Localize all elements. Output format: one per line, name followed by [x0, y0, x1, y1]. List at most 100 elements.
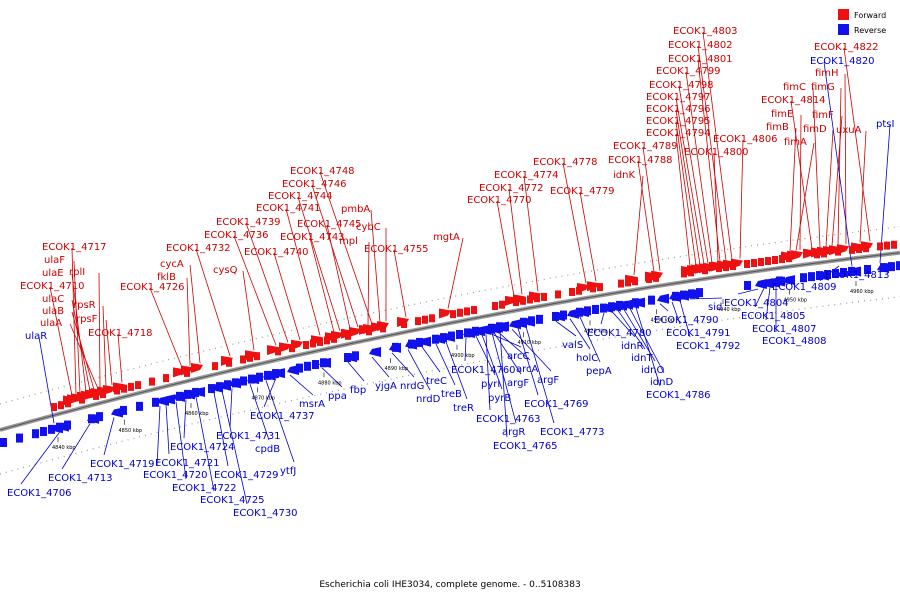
forward-gene-block: [569, 288, 575, 296]
reverse-leader-line: [422, 347, 440, 372]
forward-gene-block: [499, 301, 505, 309]
forward-gene-label: ECOK1_4788: [608, 155, 673, 166]
forward-gene-label: ulaA: [40, 318, 62, 329]
forward-gene-block: [891, 241, 897, 249]
forward-gene-label: ECOK1_4770: [467, 195, 532, 206]
reverse-gene-block: [696, 288, 703, 297]
forward-leader-line: [448, 238, 463, 309]
forward-gene-label: ECOK1_4800: [684, 147, 749, 158]
forward-gene-block: [821, 249, 827, 257]
reverse-gene-label: ECOK1_4737: [250, 411, 315, 422]
reverse-leader-line: [214, 393, 228, 466]
forward-gene-label: ECOK1_4748: [290, 166, 355, 177]
reverse-gene-block: [472, 327, 479, 336]
tick-label: 4890 kbp: [385, 366, 409, 372]
forward-gene-block: [702, 266, 708, 274]
reverse-gene-block: [192, 388, 199, 397]
reverse-gene-label: idnD: [650, 377, 673, 388]
forward-gene-label: fklB: [157, 272, 176, 283]
forward-gene-label: idnK: [613, 170, 635, 181]
reverse-gene-block: [528, 316, 535, 325]
reverse-gene-block: [536, 315, 543, 324]
reverse-gene-block: [520, 318, 527, 327]
forward-gene-block: [471, 306, 477, 314]
forward-leader-line: [826, 130, 833, 247]
tick-label: 4860 kbp: [185, 411, 209, 417]
forward-gene-label: fimH: [815, 68, 839, 79]
reverse-gene-block: [680, 291, 687, 300]
forward-gene-label: ECOK1_4743: [280, 232, 345, 243]
forward-gene-block: [814, 250, 820, 258]
reverse-gene-label: ECOK1_4780: [587, 328, 652, 339]
forward-gene-block: [688, 268, 694, 276]
reverse-gene-block: [440, 333, 447, 342]
forward-leader-lines: [50, 32, 870, 395]
legend-forward-label: Forward: [854, 11, 886, 20]
reverse-gene-block: [208, 384, 215, 393]
forward-leader-line: [844, 48, 870, 241]
forward-gene-label: ECOK1_4795: [646, 116, 711, 127]
forward-gene-block: [100, 390, 106, 398]
forward-gene-block: [121, 385, 127, 393]
reverse-gene-label: ECOK1_4791: [666, 328, 731, 339]
reverse-gene-label: argR: [502, 427, 525, 438]
forward-leader-line: [634, 176, 643, 275]
forward-gene-block: [555, 290, 561, 298]
forward-gene-block: [457, 309, 463, 317]
forward-gene-label: mpl: [339, 236, 358, 247]
tick-label: 4910 kbp: [518, 340, 542, 346]
forward-gene-block: [58, 401, 64, 409]
forward-gene-label: cybC: [356, 222, 381, 233]
reverse-gene-block: [584, 306, 591, 315]
forward-gene-block: [65, 399, 71, 407]
forward-gene-block: [51, 403, 57, 411]
forward-gene-block: [79, 396, 85, 404]
reverse-leader-line: [490, 333, 521, 347]
reverse-gene-block: [56, 423, 63, 432]
forward-gene-block: [464, 307, 470, 315]
forward-gene-block: [751, 259, 757, 267]
reverse-gene-label: ECOK1_4706: [7, 488, 72, 499]
forward-gene-block: [492, 302, 498, 310]
forward-gene-block: [765, 257, 771, 265]
forward-leader-line: [676, 122, 696, 265]
forward-leader-line: [714, 153, 718, 262]
forward-gene-arrow: [191, 363, 203, 373]
forward-gene-label: ECOK1_4740: [244, 247, 309, 258]
forward-gene-label: ECOK1_4797: [646, 92, 711, 103]
reverse-gene-block: [120, 406, 127, 415]
reverse-gene-block: [272, 369, 279, 378]
forward-gene-label: ulaB: [42, 306, 64, 317]
forward-gene-block: [618, 280, 624, 288]
forward-leader-line: [638, 161, 654, 272]
forward-leader-line: [298, 197, 340, 331]
reverse-leader-line: [290, 375, 313, 395]
forward-gene-block: [786, 254, 792, 262]
forward-gene-label: ECOK1_4744: [268, 191, 333, 202]
forward-gene-block: [625, 278, 631, 286]
forward-gene-label: ECOK1_4796: [646, 104, 711, 115]
reverse-gene-block: [64, 421, 71, 430]
forward-labels: ECOK1_4717ulaFrplIulaEECOK1_4710ulaCrpsR…: [20, 26, 879, 339]
tick-label: 4900 kbp: [451, 353, 475, 359]
reverse-gene-label: ECOK1_4786: [646, 390, 711, 401]
forward-gene-block: [401, 320, 407, 328]
forward-gene-block: [576, 287, 582, 295]
reverse-gene-label: ECOK1_4792: [676, 341, 741, 352]
forward-gene-label: rpsF: [76, 314, 98, 325]
forward-gene-label: fimC: [783, 82, 806, 93]
reverse-gene-arrow: [369, 347, 381, 357]
reverse-gene-block: [432, 335, 439, 344]
forward-gene-block: [779, 255, 785, 263]
forward-gene-label: ECOK1_4736: [204, 230, 269, 241]
reverse-gene-block: [96, 412, 103, 421]
reverse-gene-label: ytfJ: [280, 466, 296, 477]
reverse-leader-line: [660, 304, 668, 311]
reverse-gene-block: [408, 340, 415, 349]
legend-reverse-label: Reverse: [854, 26, 886, 35]
reverse-gene-block: [296, 364, 303, 373]
forward-leader-line: [274, 253, 300, 340]
forward-gene-label: ECOK1_4803: [673, 26, 738, 37]
reverse-gene-block: [488, 324, 495, 333]
forward-gene-block: [716, 264, 722, 272]
